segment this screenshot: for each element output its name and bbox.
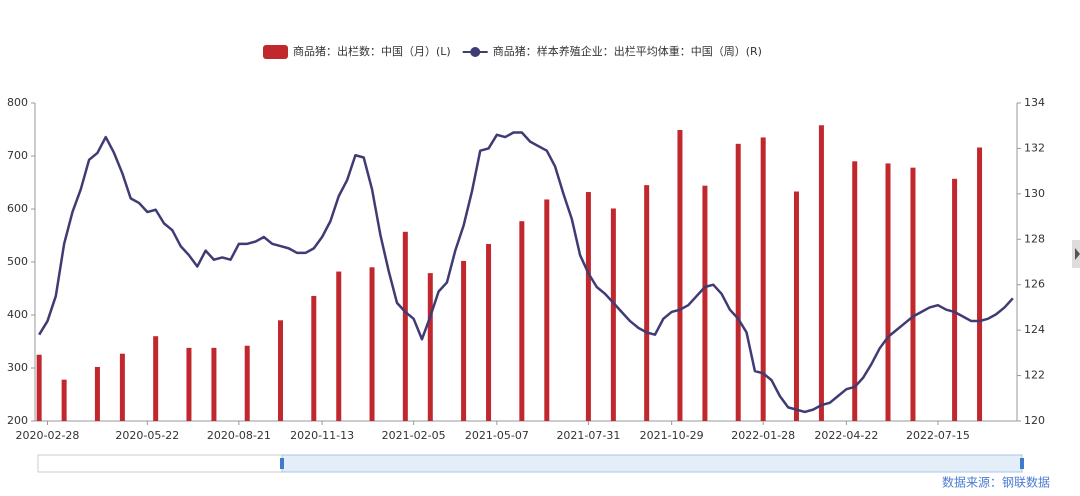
- y-tick-label: 200: [7, 414, 28, 427]
- bar: [818, 125, 824, 421]
- bar: [852, 161, 858, 422]
- bar: [677, 130, 683, 421]
- bar: [735, 143, 741, 421]
- y-tick-label: 400: [7, 308, 28, 321]
- bar: [461, 260, 467, 421]
- y-tick-label: 500: [7, 255, 28, 268]
- bar: [702, 185, 708, 421]
- bar: [977, 147, 983, 421]
- legend-label: 商品猪：样本养殖企业：出栏平均体重：中国（周）(R): [493, 44, 762, 58]
- side-toggle-arrow: [1075, 248, 1080, 260]
- bar: [519, 221, 525, 421]
- x-tick-label: 2020-05-22: [115, 429, 179, 442]
- legend-swatch: [470, 47, 481, 57]
- bar: [94, 366, 100, 421]
- bar: [61, 379, 67, 421]
- bar: [885, 163, 891, 422]
- bar: [211, 347, 217, 421]
- line: [38, 131, 1014, 414]
- x-tick-label: 2021-07-31: [556, 429, 620, 442]
- source-note: 数据来源：钢联数据: [942, 475, 1050, 490]
- y2-tick-label: 124: [1024, 323, 1045, 336]
- bar: [36, 354, 42, 421]
- bar: [402, 231, 408, 421]
- y2-tick-label: 130: [1024, 187, 1045, 200]
- x-tick-label: 2020-08-21: [207, 429, 271, 442]
- zoom-window[interactable]: [281, 454, 1023, 473]
- legend-swatch: [263, 45, 288, 59]
- y-tick-label: 600: [7, 202, 28, 215]
- bar: [486, 243, 492, 421]
- x-tick-label: 2020-11-13: [290, 429, 354, 442]
- bar: [585, 192, 591, 421]
- y-tick-label: 800: [7, 96, 28, 109]
- bar: [610, 208, 616, 421]
- bar: [119, 353, 125, 421]
- y2-tick-label: 132: [1024, 141, 1045, 154]
- bar: [244, 345, 250, 421]
- bar: [336, 271, 342, 421]
- x-tick-label: 2021-10-29: [640, 429, 704, 442]
- y2-tick-label: 122: [1024, 369, 1045, 382]
- y2-tick-label: 128: [1024, 232, 1045, 245]
- bar: [793, 191, 799, 421]
- y-tick-label: 300: [7, 361, 28, 374]
- y2-tick-label: 126: [1024, 278, 1045, 291]
- bar: [311, 295, 317, 421]
- x-tick-label: 2020-02-28: [16, 429, 80, 442]
- bar: [427, 273, 433, 421]
- bar: [544, 199, 550, 421]
- bar: [952, 178, 958, 421]
- x-tick-label: 2022-04-22: [814, 429, 878, 442]
- bar: [153, 336, 159, 421]
- x-tick-label: 2021-05-07: [465, 429, 529, 442]
- y-tick-label: 700: [7, 149, 28, 162]
- x-tick-label: 2022-01-28: [731, 429, 795, 442]
- bar: [369, 267, 375, 421]
- bar: [644, 185, 650, 421]
- bar: [186, 347, 192, 421]
- legend-label: 商品猪：出栏数：中国（月）(L): [293, 44, 451, 58]
- y2-tick-label: 120: [1024, 414, 1045, 427]
- zoom-handle[interactable]: [1020, 458, 1024, 469]
- zoom-handle[interactable]: [280, 458, 284, 469]
- x-tick-label: 2021-02-05: [382, 429, 446, 442]
- x-tick-label: 2022-07-15: [906, 429, 970, 442]
- bar: [278, 320, 283, 421]
- y2-tick-label: 134: [1024, 96, 1045, 109]
- bar: [910, 167, 916, 421]
- bar: [760, 137, 766, 421]
